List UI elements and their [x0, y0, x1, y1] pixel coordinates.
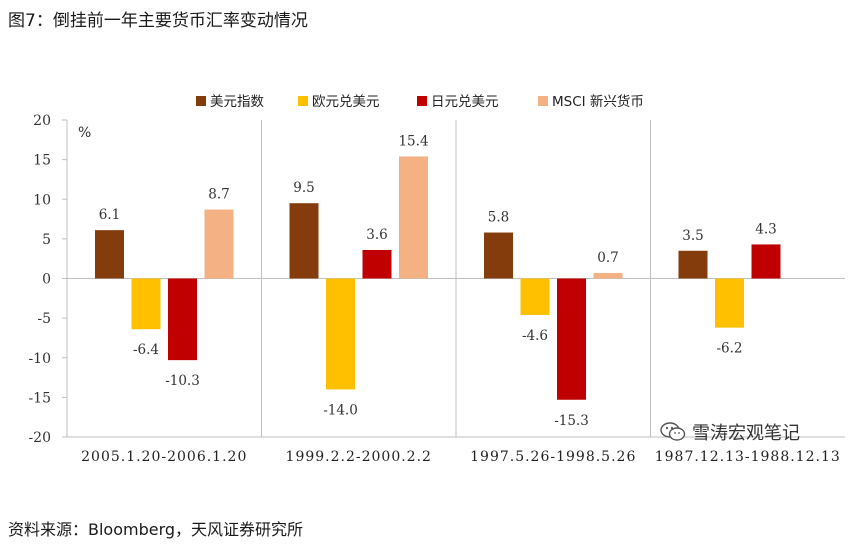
bar — [131, 278, 161, 330]
y-tick-label: 15 — [33, 153, 51, 169]
bar — [678, 250, 708, 279]
x-category-label: 2005.1.20-2006.1.20 — [81, 449, 247, 465]
legend-swatch — [298, 96, 308, 106]
data-label: -15.3 — [554, 413, 589, 429]
data-label: 6.1 — [99, 207, 120, 223]
data-label: -6.4 — [133, 342, 159, 358]
legend-entry: 欧元兑美元 — [312, 94, 380, 110]
x-category-label: 1997.5.26-1998.5.26 — [470, 449, 636, 465]
bar — [95, 230, 124, 279]
bar — [204, 209, 234, 279]
y-tick-label: -20 — [28, 430, 51, 446]
data-label: 15.4 — [398, 133, 428, 149]
data-label: 9.5 — [293, 180, 314, 196]
data-label: 3.5 — [682, 228, 703, 244]
bar — [557, 278, 586, 400]
data-label: 0.7 — [597, 250, 618, 266]
data-label: -14.0 — [323, 402, 358, 418]
chart-axes: 20 15 10 5 0 -5 -10 -15 -20% 2005.1.20-2006.1.20 1… — [28, 113, 845, 465]
y-tick-label: 0 — [42, 272, 51, 288]
y-tick-label: -5 — [37, 311, 51, 327]
x-category-label: 1999.2.2-2000.2.2 — [286, 449, 432, 465]
chart-bars — [95, 156, 781, 400]
chart-legend: 美元指数 欧元兑美元 日元兑美元 MSCI 新兴货币 — [196, 93, 644, 110]
y-tick-label: -10 — [28, 351, 51, 367]
y-tick-label: 20 — [33, 113, 51, 129]
chart-data-labels: 6.1 9.5 5.8 3.5 -6.4 -14.0 -4.6 -6.2 -10.3 3.6 -15… — [99, 133, 777, 428]
data-label: -6.2 — [716, 341, 742, 357]
y-tick-label: 5 — [42, 232, 51, 248]
legend-swatch — [538, 96, 548, 106]
data-label: 4.3 — [755, 221, 776, 237]
source-note: 资料来源：Bloomberg，天风证券研究所 — [8, 520, 304, 539]
y-tick-label: -15 — [28, 390, 51, 406]
data-label: -10.3 — [165, 373, 200, 389]
legend-entry: 美元指数 — [210, 94, 264, 110]
bar — [168, 278, 197, 361]
bar — [520, 278, 550, 315]
data-label: 8.7 — [208, 187, 229, 203]
legend-swatch — [417, 96, 427, 106]
bar — [751, 244, 781, 279]
data-label: 5.8 — [488, 210, 509, 226]
y-tick-label: 10 — [33, 192, 51, 208]
data-label: -4.6 — [522, 328, 548, 344]
legend-entry: MSCI 新兴货币 — [552, 93, 644, 110]
bar — [289, 203, 319, 279]
legend-entry: 日元兑美元 — [431, 94, 499, 110]
bar — [326, 278, 355, 390]
watermark-text: 雪涛宏观笔记 — [692, 423, 800, 444]
bar — [715, 278, 744, 328]
wechat-icon — [660, 422, 686, 441]
y-axis-unit: % — [78, 125, 91, 141]
legend-swatch — [196, 96, 206, 106]
bar — [362, 249, 392, 279]
x-category-label: 1987.12.13-1988.12.13 — [655, 449, 841, 465]
data-label: 3.6 — [366, 227, 387, 243]
bar — [399, 156, 428, 279]
watermark: 雪涛宏观笔记 — [660, 419, 800, 445]
bar — [593, 272, 623, 279]
figure-title: 图7：倒挂前一年主要货币汇率变动情况 — [8, 11, 308, 31]
bar — [484, 232, 513, 279]
